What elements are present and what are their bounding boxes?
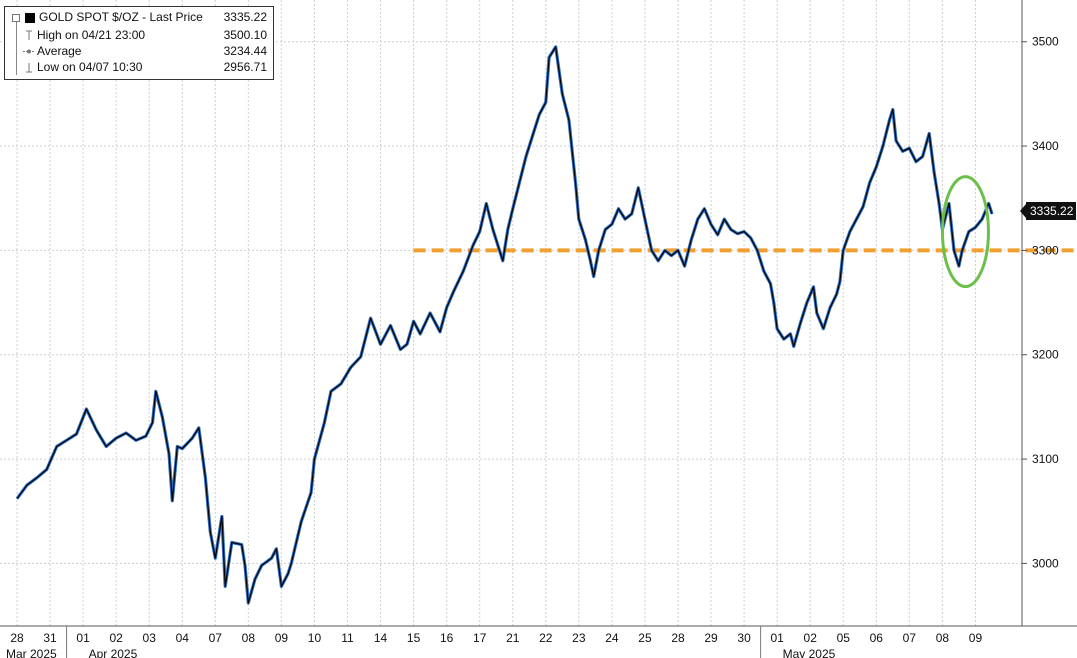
x-tick-label: 22 [539, 631, 553, 645]
x-tick-label: 28 [10, 631, 24, 645]
x-tick-label: 06 [870, 631, 884, 645]
legend-high-value: 3500.10 [223, 28, 267, 42]
price-line [16, 46, 993, 604]
x-tick-label: 08 [242, 631, 256, 645]
legend-high-label: High on 04/21 23:00 [37, 28, 146, 42]
y-tick-label: 3100 [1032, 452, 1059, 466]
legend-title: GOLD SPOT $/OZ - Last Price [39, 10, 203, 24]
x-tick-label: 10 [308, 631, 322, 645]
x-tick-label: 04 [176, 631, 190, 645]
x-tick-label: 25 [638, 631, 652, 645]
chart-legend: GOLD SPOT $/OZ - Last Price 3335.22 High… [4, 6, 274, 80]
legend-average-row: Average 3234.44 [5, 43, 273, 59]
chart-grid [0, 0, 1022, 626]
low-marker-icon [26, 63, 32, 73]
price-line-shadow [15, 45, 994, 605]
month-label: Apr 2025 [89, 647, 138, 658]
x-tick-label: 05 [837, 631, 851, 645]
x-tick-label: 08 [936, 631, 950, 645]
x-tick-label: 30 [737, 631, 751, 645]
x-tick-label: 17 [473, 631, 487, 645]
y-tick-label: 3400 [1032, 139, 1059, 153]
y-tick-label: 3200 [1032, 348, 1059, 362]
month-label: May 2025 [783, 647, 836, 658]
legend-low-value: 2956.71 [223, 60, 267, 74]
legend-low-label: Low on 04/07 10:30 [37, 60, 143, 74]
y-tick-label: 3300 [1032, 243, 1059, 257]
x-tick-label: 16 [440, 631, 454, 645]
x-tick-label: 11 [341, 631, 354, 645]
x-tick-label: 21 [506, 631, 520, 645]
legend-tree-line [16, 21, 17, 75]
annotation-layer [940, 175, 990, 289]
series-swatch-icon [25, 13, 35, 23]
average-marker-icon [23, 49, 35, 54]
collapse-box-icon[interactable] [12, 14, 20, 22]
x-tick-label: 15 [407, 631, 421, 645]
legend-title-row: GOLD SPOT $/OZ - Last Price 3335.22 [5, 9, 273, 25]
legend-average-label: Average [37, 44, 82, 58]
highlight-ellipse [940, 175, 990, 289]
y-tick-label: 3500 [1032, 35, 1059, 49]
last-price-tag: 3335.22 [1019, 202, 1077, 220]
legend-low-row: Low on 04/07 10:30 2956.71 [5, 59, 273, 75]
legend-average-value: 3234.44 [223, 44, 267, 58]
high-marker-icon [26, 30, 32, 40]
x-tick-label: 31 [43, 631, 57, 645]
x-tick-label: 23 [572, 631, 586, 645]
legend-high-row: High on 04/21 23:00 3500.10 [5, 27, 273, 43]
price-series-layer [15, 45, 994, 605]
legend-last-value: 3335.22 [223, 10, 267, 24]
x-tick-label: 29 [704, 631, 718, 645]
x-tick-label: 01 [76, 631, 90, 645]
x-tick-label: 01 [770, 631, 784, 645]
x-tick-label: 07 [209, 631, 223, 645]
y-tick-label: 3000 [1032, 556, 1059, 570]
month-label: Mar 2025 [6, 647, 57, 658]
x-tick-label: 07 [903, 631, 917, 645]
x-tick-label: 03 [143, 631, 157, 645]
x-tick-label: 14 [374, 631, 388, 645]
x-tick-label: 02 [804, 631, 818, 645]
x-tick-label: 09 [275, 631, 289, 645]
x-tick-label: 28 [671, 631, 685, 645]
x-tick-label: 09 [969, 631, 983, 645]
x-tick-label: 02 [109, 631, 123, 645]
x-tick-label: 24 [605, 631, 619, 645]
